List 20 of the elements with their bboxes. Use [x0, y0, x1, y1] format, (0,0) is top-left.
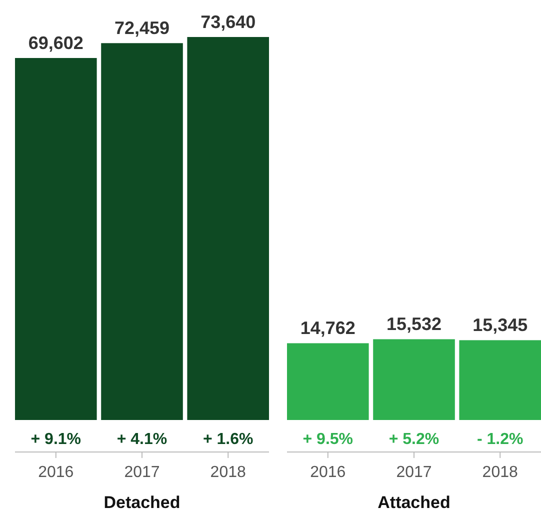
x-tick-label: 2017: [124, 464, 160, 481]
annotation: + 9.5%: [302, 431, 354, 448]
annotation: + 5.2%: [388, 431, 440, 448]
data-label: 15,345: [472, 315, 528, 336]
x-tick-label: 2018: [210, 464, 246, 481]
x-tick-label: 2018: [482, 464, 518, 481]
data-label: 69,602: [28, 33, 84, 53]
data-label: 15,532: [386, 314, 442, 334]
data-label: 73,640: [200, 12, 256, 32]
x-axis-title: Attached: [378, 493, 450, 512]
x-tick-label: 2016: [38, 464, 74, 481]
annotation: + 4.1%: [116, 431, 168, 448]
data-label: 14,762: [300, 318, 356, 338]
x-tick-label: 2016: [310, 464, 346, 481]
annotation: + 1.6%: [202, 431, 254, 448]
x-tick-label: 2017: [396, 464, 432, 481]
data-label: 72,459: [114, 18, 170, 38]
annotation: + 9.1%: [30, 431, 82, 448]
annotation: - 1.2%: [476, 431, 524, 448]
x-axis-title: Detached: [104, 493, 180, 512]
